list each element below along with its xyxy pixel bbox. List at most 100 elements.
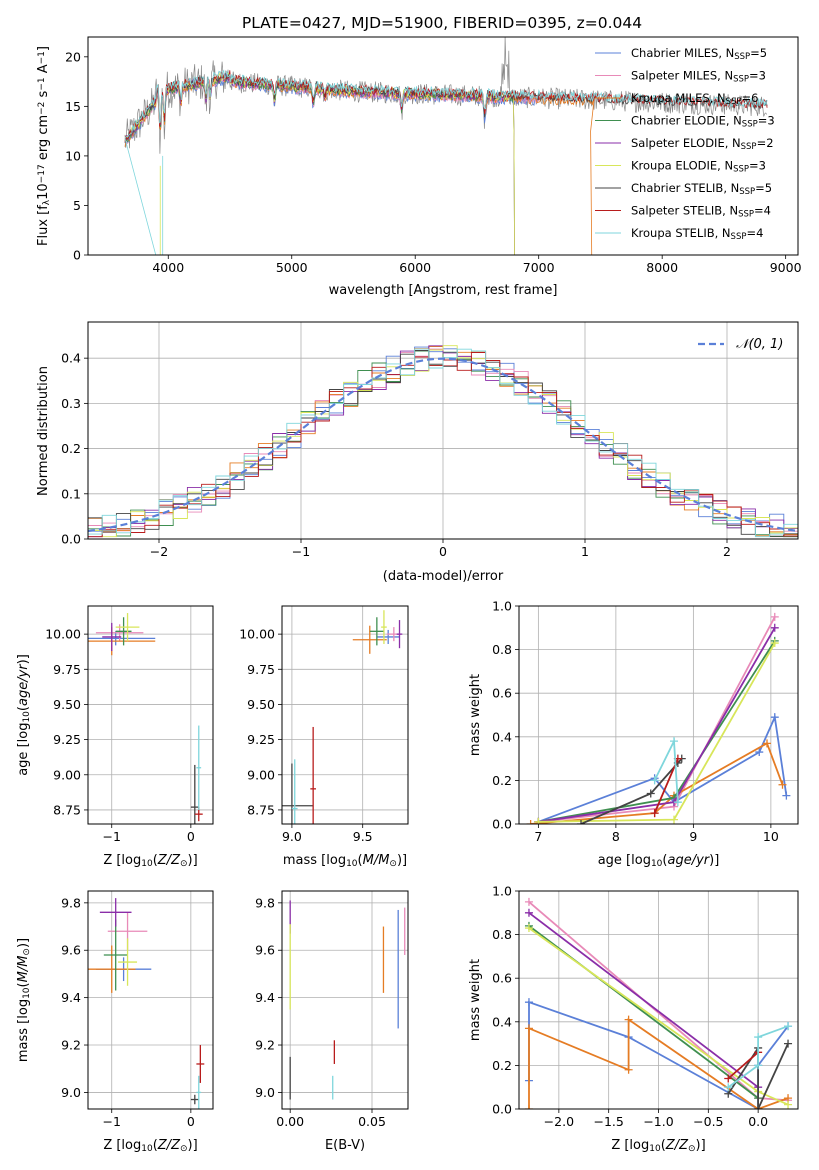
x-tick-label: −1 — [103, 1114, 121, 1129]
y-tick-label: 9.75 — [53, 662, 81, 677]
label-part: 10 — [141, 1144, 153, 1154]
y-axis-label: mass weight — [468, 674, 483, 756]
legend-label-count: =4 — [754, 204, 771, 218]
point-marker-kroupa-elodie — [524, 924, 533, 933]
legend-label-count: =5 — [755, 181, 772, 195]
y-tick-label: 0.8 — [492, 642, 512, 657]
point-marker-chabrier-miles — [770, 713, 779, 722]
histogram-kroupa-stelib — [88, 348, 798, 538]
legend-label-sub: SSP — [733, 165, 749, 175]
point-marker-chabrier-miles — [782, 791, 791, 800]
label-part: ⊙ — [180, 1144, 188, 1154]
label-part: ( — [662, 853, 667, 868]
axes-frame — [87, 36, 799, 256]
x-tick-label: 5000 — [276, 260, 308, 275]
point-marker-salpeter-elodie — [770, 623, 779, 632]
legend-label-name: Salpeter ELODIE, N — [631, 136, 741, 150]
axes-frame — [518, 890, 799, 1110]
y-axis-label: mass weight — [468, 959, 483, 1041]
label-part: )] — [696, 1138, 706, 1153]
y-tick-label: 10.00 — [45, 627, 81, 642]
series-line-salpeter-stelib — [727, 1051, 759, 1080]
normal-curve — [88, 357, 798, 533]
legend-label-count: =2 — [757, 136, 774, 150]
label-part: ( — [153, 1138, 158, 1153]
label-part: ( — [661, 1138, 666, 1153]
y-tick-label: 9.2 — [255, 1038, 275, 1053]
y-tick-label: 9.0 — [255, 1085, 275, 1100]
y-tick-label: 15 — [65, 99, 81, 114]
label-part: A — [36, 64, 51, 77]
plot-area-age-vs-mass — [282, 610, 403, 824]
point-marker-kroupa-miles — [763, 739, 771, 748]
point-marker-chabrier-stelib — [577, 820, 585, 824]
x-axis-label: mass [log10(M/M⊙)] — [283, 853, 407, 869]
point-marker-kroupa-stelib — [784, 1022, 793, 1031]
y-tick-label: 8.75 — [247, 802, 275, 817]
y-tick-label: 0.4 — [492, 1014, 512, 1029]
label-part: )] — [188, 1138, 198, 1153]
point-marker-kroupa-miles — [624, 1065, 633, 1074]
label-part: )] — [188, 853, 198, 868]
y-tick-label: 5 — [73, 198, 81, 213]
label-part: age [log — [16, 723, 31, 776]
point-marker-kroupa-stelib — [724, 1083, 733, 1092]
y-tick-label: 9.00 — [247, 767, 275, 782]
y-tick-label: 0.0 — [61, 532, 81, 547]
axes-frame — [87, 605, 214, 825]
point-marker-kroupa-stelib — [754, 1033, 763, 1042]
label-part: age [log — [598, 853, 651, 868]
point-marker-kroupa-elodie — [670, 815, 678, 824]
label-part: ⊙ — [389, 859, 397, 869]
legend-label-name: Kroupa MILES, N — [631, 91, 726, 105]
legend-label-count: =3 — [749, 159, 766, 173]
x-tick-label: 8000 — [646, 260, 678, 275]
y-tick-label: 9.8 — [61, 895, 81, 910]
series-line-chabrier-miles — [528, 1000, 789, 1109]
series-line-chabrier-stelib — [727, 1043, 789, 1109]
legend-label-normal: 𝒩(0, 1) — [736, 337, 783, 352]
label-part: 10 — [141, 859, 153, 869]
point-marker-kroupa-stelib — [650, 776, 659, 785]
legend-label-name: Chabrier ELODIE, N — [631, 114, 742, 128]
x-tick-label: −1 — [103, 829, 121, 844]
legend-label-name: Kroupa ELODIE, N — [631, 159, 733, 173]
x-tick-label: 0 — [187, 1114, 195, 1129]
point-marker-kroupa-elodie — [770, 639, 779, 648]
label-part: ( — [16, 706, 31, 711]
panel-mass-vs-Z: −1 09.09.29.49.69.8Z [log10(Z/Z⊙)]mass [l… — [16, 890, 214, 1154]
x-axis-label: age [log10(age/yr)] — [598, 853, 720, 869]
label-part: Z/Z — [665, 1138, 689, 1153]
legend-label-count: =3 — [749, 69, 766, 83]
legend-label-sub: SSP — [731, 232, 747, 242]
y-tick-label: 9.0 — [61, 1085, 81, 1100]
legend-label-chabrier-elodie: Chabrier ELODIE, NSSP=3 — [631, 114, 775, 130]
legend-label-sub: SSP — [726, 97, 742, 107]
label-part: ⊙ — [688, 1144, 696, 1154]
label-part: erg cm — [36, 115, 51, 164]
label-part: )] — [709, 853, 719, 868]
y-axis-label: Flux [fλ10−17 erg cm−2 s−1 A−1] — [36, 46, 52, 246]
x-tick-label: 7000 — [523, 260, 555, 275]
y-tick-label: 9.00 — [53, 767, 81, 782]
label-part: 10 — [649, 1144, 661, 1154]
legend-label-count: =6 — [741, 91, 758, 105]
y-tick-label: 9.4 — [255, 990, 275, 1005]
x-tick-label: 9000 — [770, 260, 802, 275]
axes-frame — [518, 605, 799, 825]
label-part: mass [log — [16, 999, 31, 1062]
y-axis-label: Normed distribution — [36, 366, 51, 496]
label-part: λ — [42, 199, 52, 205]
y-tick-label: 0.8 — [492, 927, 512, 942]
legend-label-sub: SSP — [733, 75, 749, 85]
point-marker-salpeter-elodie — [524, 908, 533, 917]
plot-area-residuals — [88, 345, 798, 538]
x-tick-label: 4000 — [152, 260, 184, 275]
x-tick-label: 0 — [439, 544, 447, 559]
legend-label-kroupa-elodie: Kroupa ELODIE, NSSP=3 — [631, 159, 766, 175]
legend-label-sub: SSP — [739, 187, 755, 197]
x-axis-label: Z [log10(Z/Z⊙)] — [611, 1138, 705, 1154]
point-marker-chabrier-stelib — [784, 1039, 793, 1048]
x-axis-label: wavelength [Angstrom, rest frame] — [329, 283, 558, 298]
